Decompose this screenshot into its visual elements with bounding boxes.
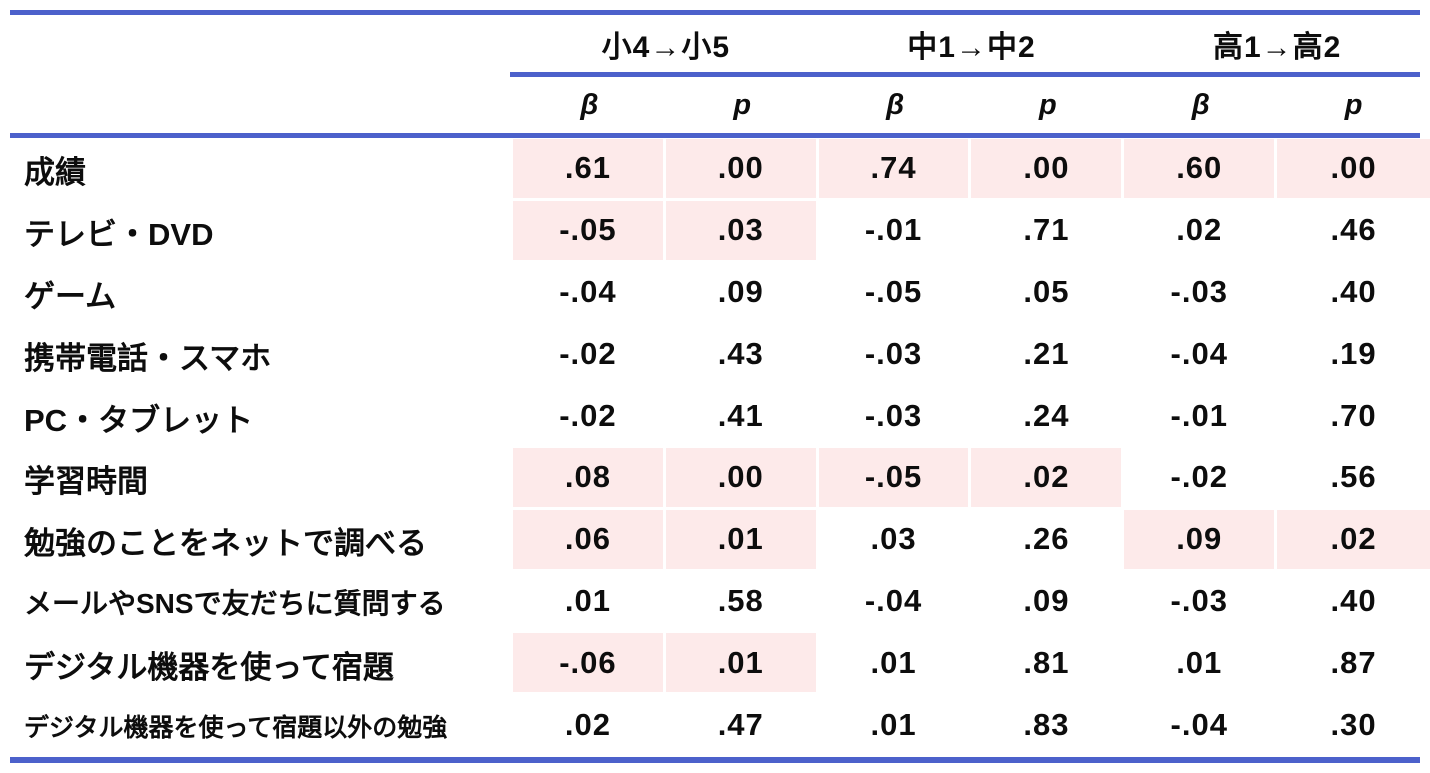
value-cell: .00 [971,139,1125,201]
value-cell: -.05 [513,200,666,263]
value-cell: .00 [665,139,819,201]
row-label: 携帯電話・スマホ [24,340,272,376]
value-cell: .83 [971,695,1125,757]
value-cell: .40 [1277,263,1430,325]
value-cell: .01 [513,571,666,634]
value-cell: .87 [1277,633,1430,696]
sub-header-p: p [733,88,752,121]
value-cell: .40 [1277,572,1430,634]
value-cell: .02 [971,447,1125,510]
sub-header-p: p [1344,88,1363,121]
value-cell: -.01 [1124,386,1278,448]
value-cell: .26 [971,509,1125,572]
value-cell: .08 [513,447,666,510]
value-cell: -.03 [1124,571,1278,634]
value-cell: .01 [818,695,972,757]
value-cell: .74 [818,139,972,201]
value-cell: .09 [971,571,1125,634]
value-cell: .81 [971,633,1125,696]
row-label: 勉強のことをネットで調べる [24,526,427,562]
row-label: 学習時間 [24,464,148,500]
value-cell: .01 [1124,633,1278,696]
label-column-spacer [0,18,513,70]
table-row: ゲーム -.04.09 -.05.05 -.03.40 [0,262,1430,325]
value-cell: .30 [1277,695,1430,757]
value-cell: .02 [1277,509,1430,572]
value-cell: .19 [1277,324,1430,387]
value-cell: .61 [513,139,666,201]
sub-header-beta: β [1191,88,1210,121]
group-header-chu1-chu2: 中1→中2 [907,31,1036,64]
value-cell: .09 [665,262,819,325]
value-cell: -.02 [513,386,666,448]
value-cell: .24 [971,386,1125,448]
value-cell: .02 [1124,200,1278,263]
value-cell: .60 [1124,139,1278,201]
label-column-spacer [0,80,513,130]
value-cell: .00 [665,447,819,510]
value-cell: .05 [971,262,1125,325]
top-rule [10,10,1420,15]
table-row: 成績 .61.00.74.00.60.00 [0,139,1430,201]
row-label: メールやSNSで友だちに質問する [24,588,446,620]
value-cell: .47 [665,695,819,757]
group-header-ko1-ko2: 高1→高2 [1212,31,1342,64]
value-cell: .03 [818,509,972,572]
value-cell: -.01 [818,200,972,263]
value-cell: -.05 [818,262,972,325]
value-cell: -.03 [818,324,972,387]
group-header-sho4-sho5: 小4→小5 [601,31,731,64]
value-cell: .00 [1277,139,1430,201]
value-cell: .01 [818,633,972,696]
value-cell: .06 [513,509,666,572]
row-label: デジタル機器を使って宿題 [24,649,394,685]
row-label: 成績 [24,155,86,191]
value-cell: .58 [665,571,819,634]
table-row: メールやSNSで友だちに質問する .01.58 -.04.09 -.03.40 [0,571,1430,634]
sub-header-beta: β [580,88,599,121]
sub-header-beta: β [886,88,905,121]
sub-header-p: p [1039,88,1057,121]
value-cell: -.04 [1124,324,1278,387]
value-cell: -.04 [513,262,666,325]
value-cell: .09 [1124,509,1278,572]
value-cell: .03 [665,200,819,263]
header-separator-rule [10,133,1420,138]
bottom-rule [10,757,1420,763]
table-row: PC・タブレット -.02.41 -.03.24 -.01.70 [0,386,1430,448]
value-cell: -.04 [818,571,972,634]
value-cell: -.04 [1124,695,1278,757]
table-row: 学習時間 .08.00 -.05.02 -.02.56 [0,447,1430,510]
value-cell: -.02 [1124,447,1278,510]
value-cell: .46 [1277,201,1430,263]
value-cell: .43 [665,324,819,387]
value-cell: .01 [665,633,819,696]
value-cell: .02 [513,695,666,757]
value-cell: .41 [665,386,819,448]
value-cell: -.03 [818,386,972,448]
value-cell: .21 [971,324,1125,387]
group-underline-rule [510,72,1420,77]
row-label: テレビ・DVD [24,217,214,253]
sub-header-row: β p β p β p [0,80,1430,130]
table-row: テレビ・DVD -.05.03 -.01.71.02.46 [0,200,1430,263]
group-header-row: 小4→小5 中1→中2 高1→高2 [0,18,1430,70]
value-cell: -.03 [1124,262,1278,325]
value-cell: .71 [971,200,1125,263]
row-label: デジタル機器を使って宿題以外の勉強 [24,714,448,743]
value-cell: .56 [1277,448,1430,510]
value-cell: .70 [1277,386,1430,448]
table-row: 携帯電話・スマホ -.02.43 -.03.21 -.04.19 [0,324,1430,387]
table-row: デジタル機器を使って宿題以外の勉強 .02.47.01.83 -.04.30 [0,695,1430,757]
value-cell: -.06 [513,633,666,696]
table-row: デジタル機器を使って宿題 -.06.01.01.81.01.87 [0,633,1430,696]
row-label: PC・タブレット [24,402,254,438]
table-body: 成績 .61.00.74.00.60.00 テレビ・DVD -.05.03 -.01.7… [0,139,1430,757]
value-cell: -.05 [818,447,972,510]
table-row: 勉強のことをネットで調べる .06.01.03.26.09.02 [0,509,1430,572]
row-label: ゲーム [24,278,117,314]
value-cell: -.02 [513,324,666,387]
value-cell: .01 [665,509,819,572]
